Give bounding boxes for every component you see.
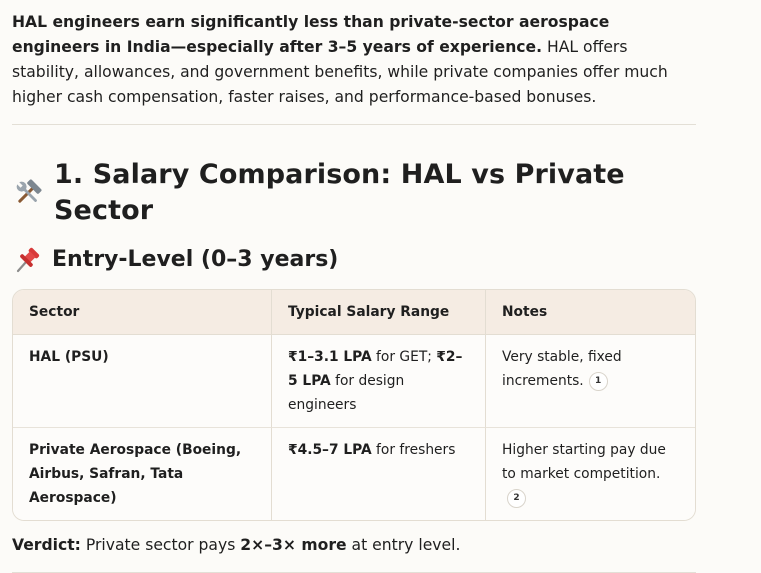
table-row: Private Aerospace (Boeing, Airbus, Safra… [13,428,695,520]
verdict-tail: at entry level. [346,536,461,554]
salary-bold: ₹1–3.1 LPA [288,349,372,365]
cell-sector: HAL (PSU) [13,335,271,428]
verdict-bold: 2×–3× more [240,536,347,554]
header-salary: Typical Salary Range [271,290,485,335]
cell-salary: ₹1–3.1 LPA for GET; ₹2–5 LPA for design … [271,335,485,428]
table-header-row: Sector Typical Salary Range Notes [13,290,695,335]
salary-bold: ₹4.5–7 LPA [288,442,372,458]
hammer-and-wrench-icon [12,178,44,208]
section-title: 1. Salary Comparison: HAL vs Private Sec… [54,159,625,226]
verdict-text: Private sector pays [80,536,241,554]
cell-notes: Very stable, fixed increments. 1 [485,335,695,428]
cell-salary: ₹4.5–7 LPA for freshers [271,428,485,520]
cell-sector: Private Aerospace (Boeing, Airbus, Safra… [13,428,271,520]
verdict-label: Verdict: [12,536,81,554]
header-sector: Sector [13,290,271,335]
intro-text: HAL offers stability, allowances, and go… [12,38,668,106]
intro-bold: HAL engineers earn significantly less th… [12,13,610,56]
salary-text: for GET; [371,349,437,365]
response-content: HAL engineers earn significantly less th… [12,10,696,573]
notes-text: Very stable, fixed increments. [502,349,622,389]
notes-text: Higher starting pay due to market compet… [502,442,666,482]
divider [12,124,696,125]
subsection-heading: Entry-Level (0–3 years) [12,245,696,275]
verdict-line: Verdict: Private sector pays 2×–3× more … [12,533,696,557]
section-heading: 1. Salary Comparison: HAL vs Private Sec… [12,157,696,229]
cell-notes: Higher starting pay due to market compet… [485,428,695,520]
salary-text: for design engineers [288,373,405,413]
citation-badge[interactable]: 2 [507,488,526,508]
intro-paragraph: HAL engineers earn significantly less th… [12,10,696,110]
header-notes: Notes [485,290,695,335]
citation-badge[interactable]: 1 [588,371,608,391]
table-row: HAL (PSU) ₹1–3.1 LPA for GET; ₹2–5 LPA f… [13,335,695,428]
salary-text: for freshers [371,442,456,458]
subsection-title: Entry-Level (0–3 years) [52,247,339,272]
pushpin-icon [12,246,42,274]
salary-bold: ₹2–5 LPA [288,349,463,389]
salary-table: Sector Typical Salary Range Notes HAL (P… [12,289,696,521]
